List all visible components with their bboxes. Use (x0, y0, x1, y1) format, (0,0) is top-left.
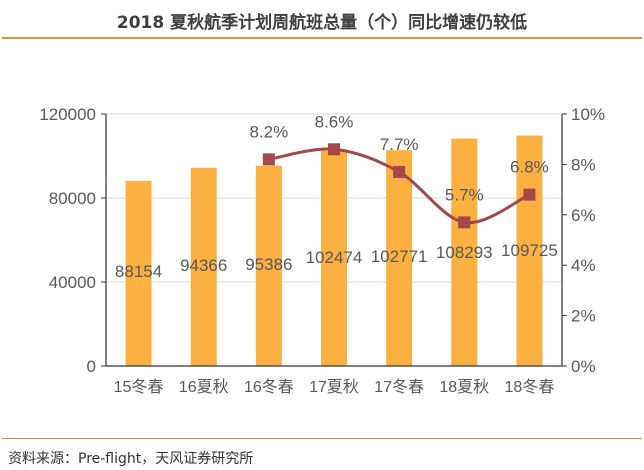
right-tick-label: 0% (571, 357, 596, 376)
line-marker (458, 216, 471, 229)
left-tick-label: 0 (87, 357, 96, 376)
right-tick-label: 6% (571, 206, 596, 225)
line-marker (523, 188, 536, 201)
x-tick-label: 17冬春 (374, 378, 424, 396)
left-tick-label: 80000 (49, 189, 96, 208)
right-tick-label: 2% (571, 307, 596, 326)
x-tick-label: 15冬春 (114, 378, 164, 396)
x-tick-label: 18夏秋 (439, 378, 489, 396)
line-marker (262, 153, 275, 166)
bar-data-label: 95386 (245, 255, 292, 274)
left-tick-label: 40000 (49, 273, 96, 292)
bar (451, 138, 478, 366)
bar-data-label: 88154 (115, 262, 162, 281)
bar (516, 135, 543, 366)
bar (321, 150, 347, 366)
x-tick-label: 17夏秋 (309, 378, 359, 396)
bar-data-label: 94366 (180, 256, 227, 275)
source-note: 资料来源：Pre-flight，天风证券研究所 (8, 451, 254, 467)
bar-data-label: 102474 (306, 248, 363, 267)
x-tick-label: 16夏秋 (179, 378, 229, 396)
bar-data-label: 102771 (371, 247, 428, 266)
title-divider (2, 37, 642, 39)
bar (255, 165, 282, 366)
bar (386, 150, 413, 366)
line-data-label: 8.6% (315, 112, 354, 131)
bar (125, 180, 152, 366)
left-tick-label: 120000 (39, 105, 96, 124)
line-marker (328, 143, 340, 156)
x-tick-label: 18冬春 (505, 378, 555, 396)
chart-title: 2018 夏秋航季计划周航班总量（个）同比增速仍较低 (116, 13, 528, 33)
line-data-label: 6.8% (510, 158, 549, 177)
bar (190, 167, 217, 366)
source-divider (2, 438, 642, 439)
right-tick-label: 8% (571, 155, 596, 174)
bar-data-label: 109725 (501, 241, 558, 260)
right-tick-label: 4% (571, 256, 596, 275)
line-data-label: 5.7% (445, 185, 484, 204)
line-marker (393, 165, 406, 178)
x-tick-label: 16冬春 (244, 378, 294, 396)
bar-data-label: 108293 (436, 243, 493, 262)
right-tick-label: 10% (571, 105, 605, 124)
line-data-label: 7.7% (380, 135, 419, 154)
line-data-label: 8.2% (249, 122, 288, 141)
